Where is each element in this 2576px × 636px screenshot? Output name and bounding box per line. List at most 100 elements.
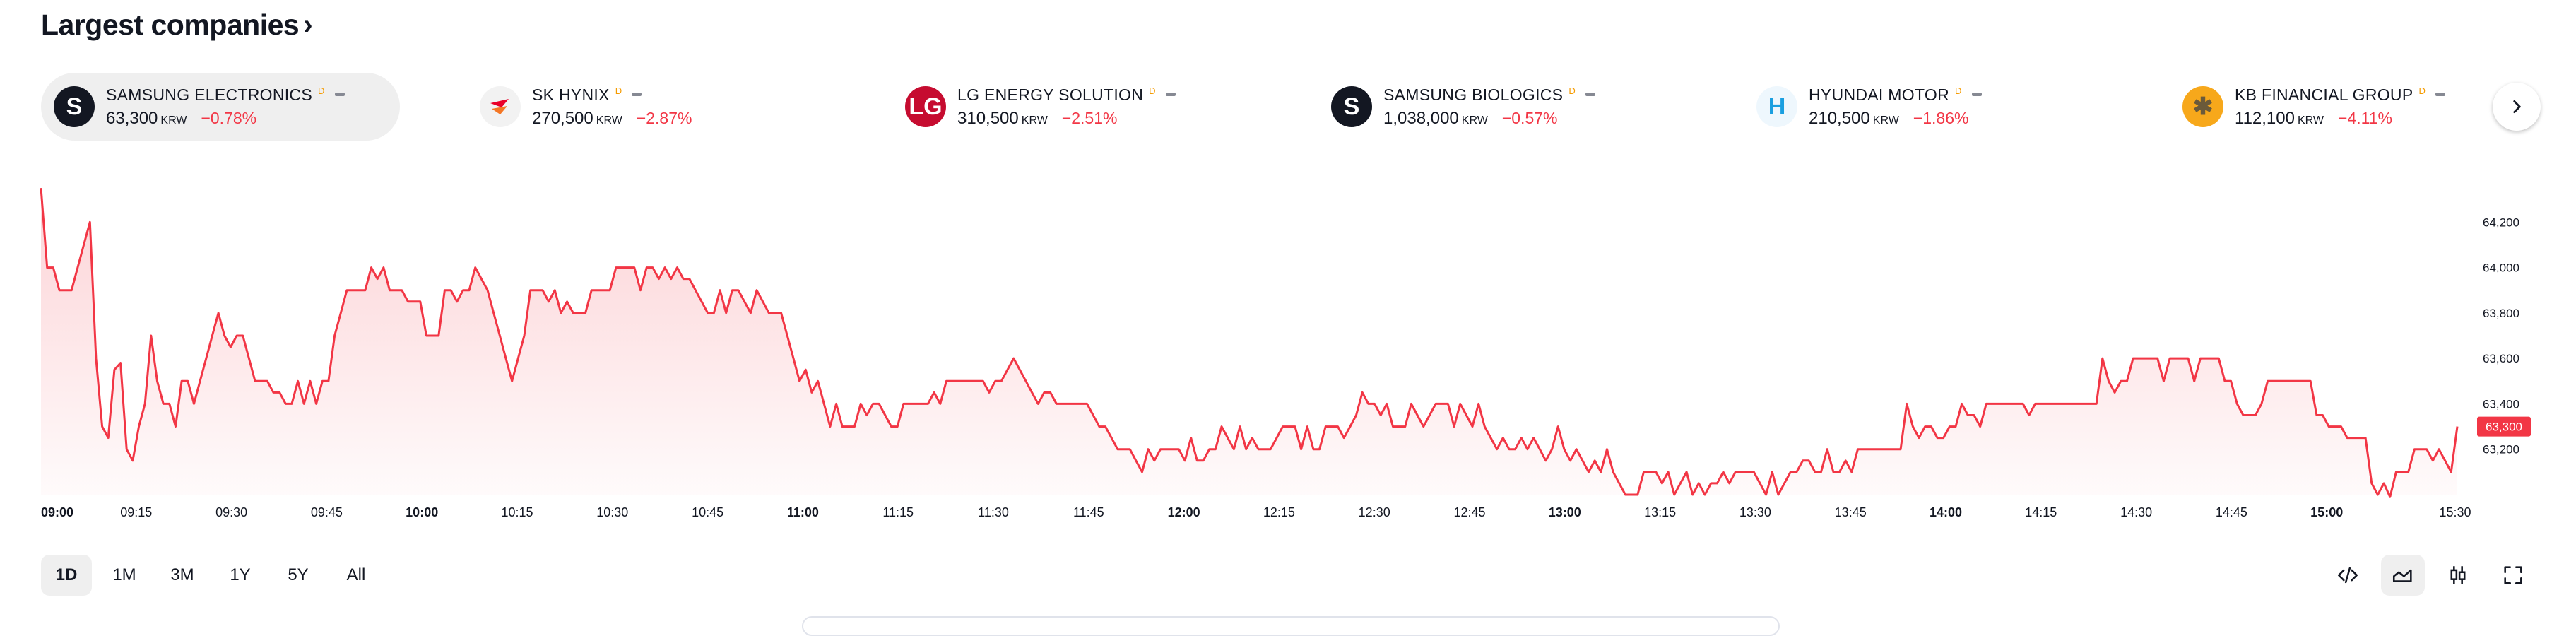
market-closed-icon: [2435, 92, 2446, 96]
market-closed-icon: [1165, 92, 1176, 96]
x-tick-label: 13:00: [1549, 505, 1581, 519]
section-title[interactable]: Largest companies ›: [41, 8, 313, 42]
x-tick-label: 14:15: [2025, 505, 2057, 519]
range-button[interactable]: 5Y: [288, 565, 309, 584]
ticker-card[interactable]: S SAMSUNG ELECTRONICS D 63,300 KRW −0.78%: [41, 73, 400, 141]
delayed-badge: D: [317, 85, 325, 96]
delayed-badge: D: [615, 85, 622, 96]
ticker-change: −0.57%: [1501, 108, 1558, 127]
ticker-name: SAMSUNG ELECTRONICS: [106, 85, 312, 104]
ticker-currency: KRW: [1461, 114, 1488, 126]
range-button[interactable]: 1M: [112, 565, 136, 584]
x-tick-label: 13:30: [1739, 505, 1771, 519]
price-line: [40, 187, 2459, 498]
ticker-change: −0.78%: [201, 108, 257, 127]
x-tick-label: 09:00: [41, 505, 73, 519]
kb-star-logo-icon: ✱: [2182, 86, 2223, 127]
ticker-price: 63,300: [106, 108, 158, 128]
market-closed-icon: [1971, 92, 1982, 96]
range-button[interactable]: 3M: [170, 565, 194, 584]
lg-logo-icon: LG: [905, 86, 946, 127]
y-tick-label: 63,600: [2483, 352, 2519, 365]
x-tick-label: 10:30: [596, 505, 628, 519]
ticker-currency: KRW: [1021, 114, 1048, 126]
x-tick-label: 09:15: [120, 505, 152, 519]
area-chart-icon: [2392, 569, 2412, 582]
ticker-card[interactable]: LG LG ENERGY SOLUTION D 310,500 KRW −2.51%: [892, 73, 1251, 141]
y-tick-label: 64,000: [2483, 261, 2519, 275]
market-closed-icon: [334, 92, 345, 96]
range-button[interactable]: 1Y: [230, 565, 251, 584]
samsung-logo-icon: S: [1331, 86, 1372, 127]
x-tick-label: 12:30: [1359, 505, 1390, 519]
chart-toolbar: [2326, 555, 2535, 596]
hyundai-logo-icon: H: [1756, 86, 1797, 127]
x-tick-label: 09:30: [215, 505, 247, 519]
ticker-name: HYUNDAI MOTOR: [1809, 85, 1949, 104]
ticker-price: 112,100: [2235, 108, 2295, 128]
ticker-currency: KRW: [2297, 114, 2324, 126]
ticker-name: LG ENERGY SOLUTION: [957, 85, 1144, 104]
ticker-price: 1,038,000: [1383, 108, 1459, 128]
x-tick-label: 10:45: [692, 505, 723, 519]
x-tick-label: 09:45: [311, 505, 343, 519]
x-tick-label: 10:15: [501, 505, 533, 519]
x-tick-label: 12:00: [1168, 505, 1200, 519]
area-chart-button[interactable]: [2381, 555, 2425, 596]
range-selector: 1D 1M 3M 1Y 5Y All: [41, 555, 382, 596]
ticker-currency: KRW: [1872, 114, 1899, 126]
ticker-currency: KRW: [596, 114, 622, 126]
x-tick-label: 14:00: [1930, 505, 1962, 519]
delayed-badge: D: [1954, 85, 1962, 96]
price-area-fill: [41, 188, 2457, 497]
ticker-currency: KRW: [160, 114, 187, 126]
x-tick-label: 14:30: [2120, 505, 2152, 519]
ticker-change: −2.51%: [1061, 108, 1118, 127]
ticker-name: KB FINANCIAL GROUP: [2235, 85, 2413, 104]
ticker-price: 210,500: [1809, 108, 1870, 128]
x-tick-label: 12:15: [1263, 505, 1295, 519]
ticker-name: SK HYNIX: [532, 85, 610, 104]
x-tick-label: 11:30: [978, 505, 1009, 519]
ticker-price: 270,500: [532, 108, 593, 128]
candlestick-chart-icon: [2450, 566, 2466, 584]
range-button[interactable]: All: [346, 565, 366, 584]
chevron-right-icon: ›: [303, 9, 313, 40]
y-tick-label: 63,200: [2483, 443, 2519, 457]
fullscreen-button[interactable]: [2491, 555, 2535, 596]
x-tick-label: 13:45: [1835, 505, 1867, 519]
ticker-change: −2.87%: [636, 108, 692, 127]
last-price-label: 63,300: [2486, 420, 2522, 434]
x-tick-label: 14:45: [2216, 505, 2247, 519]
ticker-card[interactable]: ✱ KB FINANCIAL GROUP D 112,100 KRW −4.11%: [2170, 73, 2529, 141]
y-tick-label: 63,800: [2483, 307, 2519, 320]
delayed-badge: D: [1149, 85, 1156, 96]
x-tick-label: 12:45: [1453, 505, 1485, 519]
fullscreen-icon: [2504, 566, 2522, 584]
x-tick-label: 15:00: [2310, 505, 2343, 519]
market-closed-icon: [632, 92, 642, 96]
ticker-change: −1.86%: [1913, 108, 1969, 127]
candlestick-chart-button[interactable]: [2436, 555, 2480, 596]
x-tick-label: 11:15: [882, 505, 914, 519]
samsung-logo-icon: S: [54, 86, 95, 127]
range-button[interactable]: 1D: [41, 555, 92, 596]
y-tick-label: 64,200: [2483, 216, 2519, 229]
market-closed-icon: [1585, 92, 1596, 96]
ticker-price: 310,500: [957, 108, 1019, 128]
ticker-card[interactable]: H HYUNDAI MOTOR D 210,500 KRW −1.86%: [1744, 73, 2103, 141]
x-tick-label: 11:00: [787, 505, 819, 519]
next-tickers-button[interactable]: [2493, 83, 2541, 131]
delayed-badge: D: [2418, 85, 2426, 96]
last-price-badge: [2477, 416, 2531, 437]
sk-butterfly-logo-icon: [480, 86, 521, 127]
x-tick-label: 13:15: [1644, 505, 1676, 519]
embed-code-button[interactable]: [2326, 555, 2370, 596]
delayed-badge: D: [1568, 85, 1576, 96]
ticker-card[interactable]: SK HYNIX D 270,500 KRW −2.87%: [467, 73, 826, 141]
x-tick-label: 10:00: [406, 505, 438, 519]
ticker-change: −4.11%: [2338, 108, 2392, 127]
ticker-card[interactable]: S SAMSUNG BIOLOGICS D 1,038,000 KRW −0.57%: [1318, 73, 1677, 141]
chevron-right-icon: [2513, 100, 2521, 113]
embed-code-icon: [2337, 567, 2358, 584]
